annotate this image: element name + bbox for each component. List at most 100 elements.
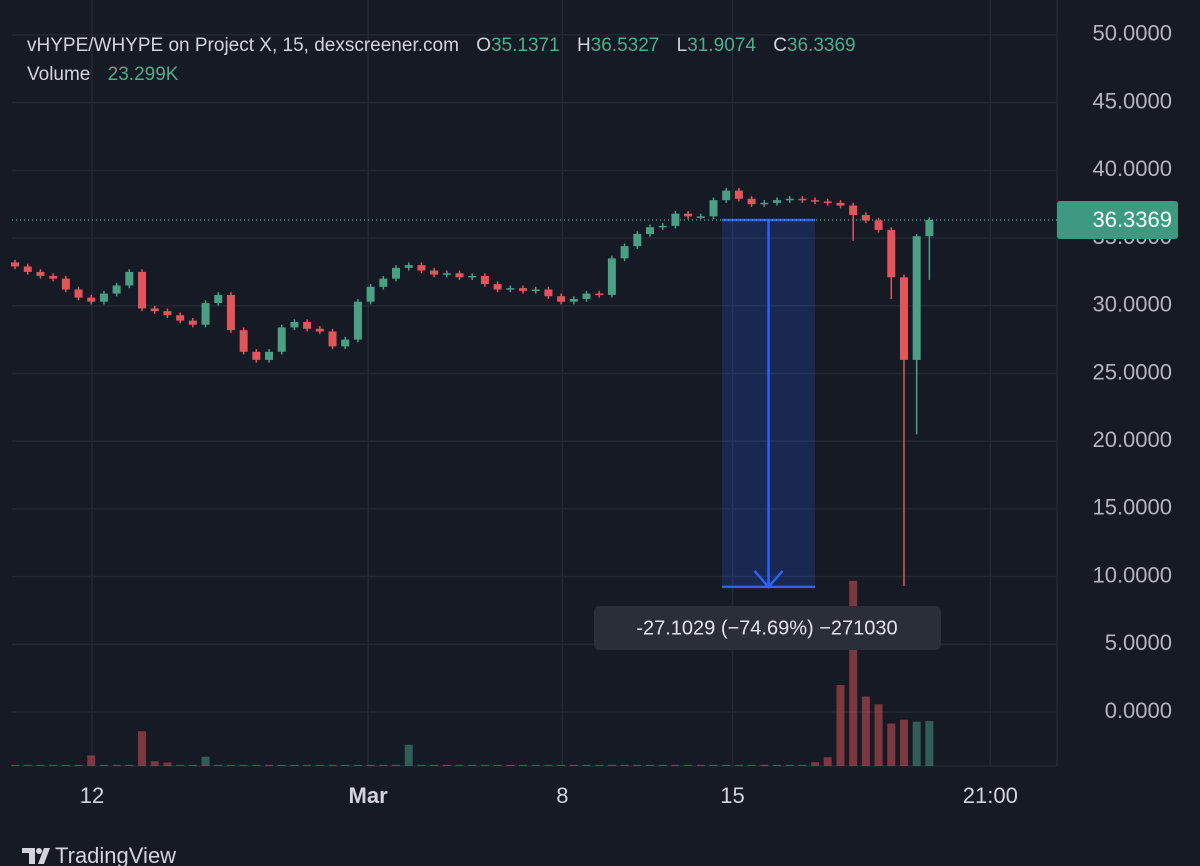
logo-shape	[38, 848, 50, 864]
volume-bar	[328, 764, 337, 766]
volume-bar	[811, 762, 820, 766]
candle-body	[899, 277, 908, 360]
measure-arrow-head	[753, 570, 784, 589]
volume-bar	[303, 764, 312, 766]
volume-bar	[36, 764, 45, 766]
volume-bar	[861, 696, 870, 766]
volume-bar	[87, 755, 96, 766]
volume-bar	[315, 764, 324, 766]
volume-bar	[226, 764, 235, 766]
candle-body	[671, 213, 680, 226]
candle-body	[582, 293, 591, 299]
volume-bar	[201, 756, 210, 766]
candle-body	[772, 200, 781, 203]
volume-bar	[493, 764, 502, 766]
candle-body	[23, 266, 32, 272]
volume-bar	[506, 764, 515, 766]
volume-bar	[290, 764, 299, 766]
y-tick-label: 20.0000	[1092, 427, 1172, 452]
volume-bar	[684, 764, 693, 766]
volume-bar	[49, 764, 58, 766]
candle-body	[226, 294, 235, 331]
candle-body	[328, 331, 337, 347]
candle-body	[544, 289, 553, 297]
ohlc-label: L	[676, 35, 688, 56]
candle-body	[836, 202, 845, 206]
x-tick-label: Mar	[349, 783, 389, 808]
candle-body	[417, 265, 426, 271]
ohlc-value: 35.1371	[490, 35, 560, 56]
candle-body	[49, 275, 58, 279]
candle-body	[569, 298, 578, 302]
volume-bar	[849, 580, 858, 766]
candle-body	[722, 190, 731, 201]
candle-body	[887, 229, 896, 278]
volume-bar	[99, 764, 108, 766]
volume-bar	[480, 764, 489, 766]
volume-bar	[658, 764, 667, 766]
volume-bar	[709, 764, 718, 766]
candle-body	[138, 271, 147, 309]
volume-bar	[163, 762, 172, 766]
candle-body	[519, 288, 528, 291]
candle-body	[607, 258, 616, 295]
volume-value: 23.299K	[107, 64, 179, 85]
volume-bar	[887, 723, 896, 766]
candle-body	[214, 294, 223, 304]
tradingview-logo: TradingView	[22, 843, 176, 866]
y-tick-label: 50.0000	[1092, 21, 1172, 46]
candle-body	[11, 262, 20, 267]
candle-body	[874, 220, 883, 230]
volume-bar	[252, 764, 261, 766]
candle-body	[239, 330, 248, 352]
volume-bar	[61, 764, 70, 766]
volume-bar	[569, 764, 578, 766]
candle-body	[99, 293, 108, 302]
y-tick-label: 45.0000	[1092, 88, 1172, 113]
volume-bar	[430, 764, 439, 766]
ohlc-label: C	[773, 35, 787, 56]
x-tick-label: 8	[556, 783, 568, 808]
candle-body	[430, 270, 439, 275]
volume-bar	[442, 764, 451, 766]
last-price-badge	[1057, 200, 1178, 239]
volume-bar	[823, 757, 832, 766]
candle-body	[353, 301, 362, 340]
volume-bar	[341, 764, 350, 766]
x-tick-label: 21:00	[963, 783, 1018, 808]
grid	[12, 0, 1057, 766]
candle-body	[493, 284, 502, 290]
ohlc-label: O	[476, 35, 491, 56]
volume-bar	[188, 764, 197, 766]
candle-body	[760, 202, 769, 205]
measure-label: -27.1029 (−74.69%) −271030	[636, 617, 897, 639]
candle-body	[125, 271, 134, 286]
volume-bar	[11, 764, 20, 766]
candle-body	[709, 200, 718, 217]
volume-bar	[912, 721, 921, 766]
candle-body	[315, 328, 324, 332]
candle-body	[798, 198, 807, 201]
volume-bar	[899, 719, 908, 766]
candle-body	[341, 339, 350, 347]
volume-bar	[214, 764, 223, 766]
candle-body	[366, 286, 375, 302]
volume-bar	[125, 764, 134, 766]
measure-tool: -27.1029 (−74.69%) −271030	[594, 218, 941, 650]
legend-header: vHYPE/WHYPE on Project X, 15, dexscreene…	[27, 34, 987, 58]
volume-bar	[150, 761, 159, 766]
candle-body	[823, 201, 832, 203]
volume-bar	[74, 764, 83, 766]
volume-bar	[557, 764, 566, 766]
candle-body	[925, 219, 934, 237]
volume-bar	[239, 764, 248, 766]
volume-bar	[582, 764, 591, 766]
candle-body	[201, 303, 210, 325]
candle-body	[74, 289, 83, 298]
volume-bar	[392, 764, 401, 766]
candle-body	[506, 288, 515, 290]
candle-body	[620, 246, 629, 259]
candle-body	[277, 327, 286, 352]
volume-bar	[836, 684, 845, 766]
volume-bar	[353, 764, 362, 766]
